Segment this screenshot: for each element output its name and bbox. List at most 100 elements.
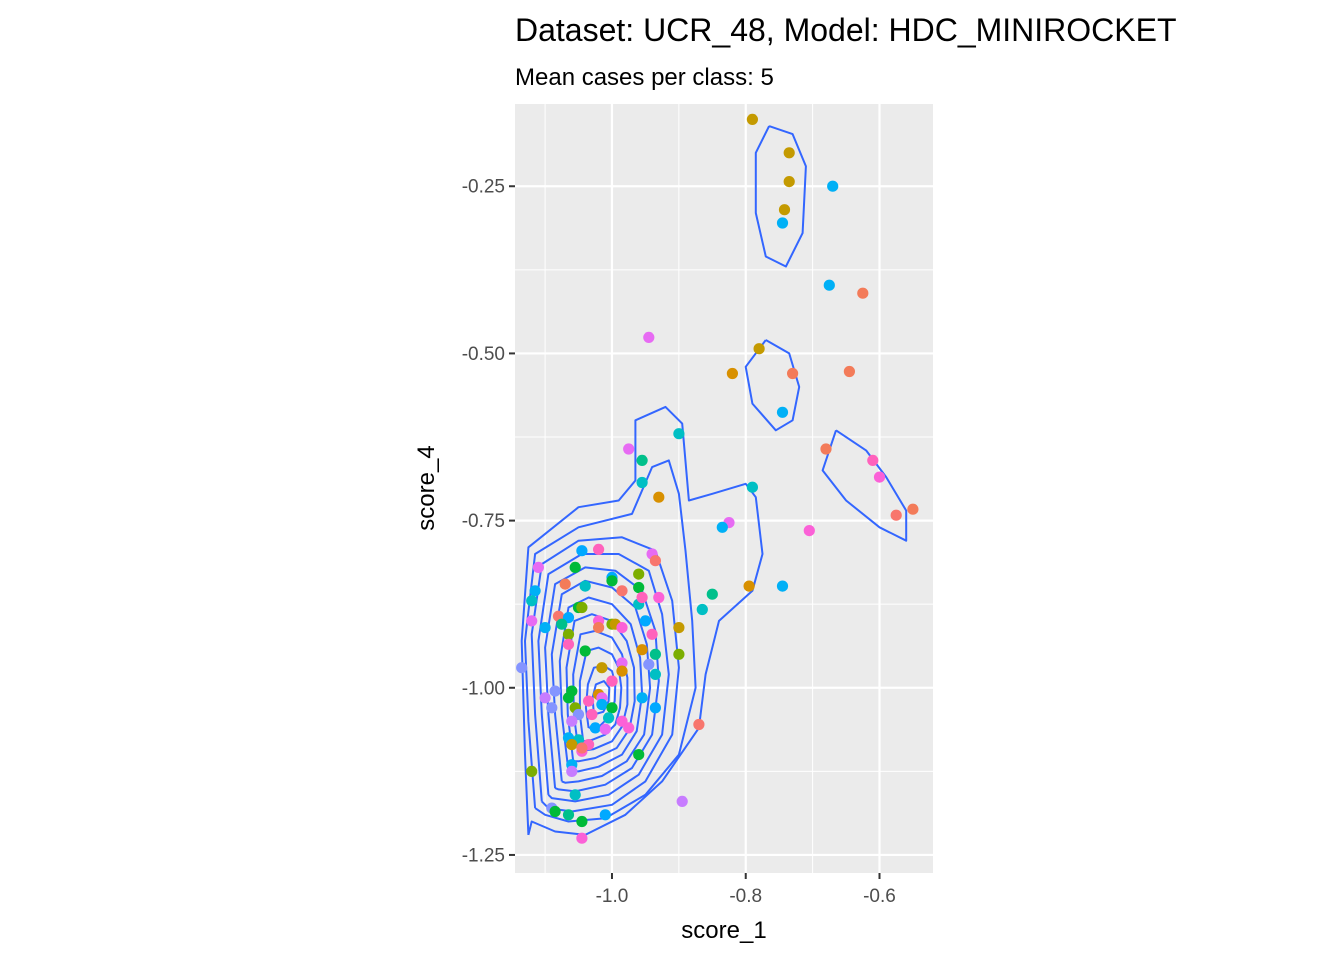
scatter-point: [569, 561, 581, 574]
scatter-point: [676, 795, 688, 808]
y-tick-label: -1.00: [462, 678, 505, 699]
scatter-point: [593, 543, 605, 556]
scatter-point: [636, 476, 648, 489]
x-tick-label: -0.6: [863, 886, 896, 907]
scatter-point: [549, 685, 561, 697]
scatter-point: [539, 622, 551, 634]
scatter-point: [562, 809, 575, 821]
scatter-point: [566, 715, 578, 727]
grid-major: [515, 104, 933, 873]
y-tick-label: -0.50: [462, 344, 505, 365]
scatter-point: [606, 575, 618, 587]
scatter-point: [673, 648, 685, 660]
scatter-point: [743, 580, 755, 592]
scatter-point: [673, 622, 685, 634]
x-tick-label: -1.0: [596, 886, 629, 907]
scatter-point: [633, 568, 645, 580]
x-tick-label: -0.8: [729, 886, 762, 907]
scatter-point: [599, 723, 611, 735]
scatter-point: [623, 443, 635, 455]
scatter-point: [823, 279, 835, 291]
scatter-point: [596, 698, 608, 711]
scatter-point: [562, 628, 575, 640]
scatter-point: [693, 718, 705, 731]
density-contour: [754, 125, 807, 268]
scatter-point: [643, 658, 655, 671]
scatter-point: [907, 503, 919, 515]
scatter-point: [546, 702, 558, 714]
scatter-point: [649, 668, 662, 681]
scatter-point: [606, 675, 618, 687]
scatter-point: [646, 628, 658, 640]
scatter-point: [776, 580, 789, 592]
scatter-point: [649, 648, 662, 660]
scatter-point: [820, 443, 832, 455]
density-contour: [537, 553, 670, 803]
density-contour: [520, 405, 764, 836]
scatter-point: [529, 585, 541, 597]
scatter-point: [633, 581, 645, 594]
scatter-point: [576, 601, 588, 614]
scatter-point: [616, 622, 628, 634]
scatter-point: [616, 585, 628, 597]
scatter-point: [616, 657, 628, 669]
scatter-point: [753, 343, 765, 355]
density-contour: [558, 596, 644, 773]
y-tick-label: -0.75: [462, 511, 505, 532]
scatter-point: [579, 580, 591, 592]
scatter-point: [873, 471, 886, 483]
scatter-point: [867, 454, 879, 466]
scatter-point: [649, 555, 662, 567]
scatter-point: [566, 739, 578, 751]
scatter-point: [526, 615, 538, 627]
scatter-points: [516, 113, 919, 844]
scatter-point: [776, 217, 789, 229]
scatter-point: [803, 525, 815, 537]
scatter-point: [583, 695, 595, 707]
scatter-point: [526, 595, 538, 607]
scatter-point: [696, 603, 708, 616]
y-axis-title: score_4: [413, 445, 440, 530]
scatter-point: [716, 521, 728, 533]
scatter-point: [636, 692, 648, 704]
scatter-point: [890, 509, 902, 521]
scatter-point: [532, 561, 545, 574]
x-axis-title: score_1: [681, 917, 766, 944]
chart-title: Dataset: UCR_48, Model: HDC_MINIROCKET: [515, 12, 1177, 48]
scatter-point: [556, 618, 568, 630]
y-axis: -0.25 -0.50 -0.75 -1.00 -1.25: [462, 177, 515, 866]
scatter-point: [616, 665, 628, 677]
y-tick-label: -1.25: [462, 845, 505, 866]
scatter-point: [562, 692, 575, 704]
scatter-point: [576, 815, 588, 828]
scatter-point: [576, 742, 588, 754]
scatter-point: [562, 638, 575, 650]
x-axis: -1.0 -0.8 -0.6: [596, 873, 896, 907]
scatter-point: [643, 331, 655, 343]
scatter-point: [857, 287, 869, 299]
scatter-point: [596, 662, 608, 674]
scatter-point: [787, 367, 799, 380]
scatter-point: [776, 406, 789, 418]
scatter-point: [599, 809, 611, 821]
scatter-point: [516, 662, 528, 674]
y-tick-label: -0.25: [462, 177, 505, 198]
scatter-point: [566, 765, 578, 778]
scatter-point: [778, 204, 791, 216]
scatter-point: [576, 832, 588, 844]
scatter-point: [706, 588, 718, 600]
scatter-point: [633, 749, 645, 761]
scatter-point: [649, 702, 662, 714]
density-contour: [550, 579, 652, 784]
scatter-point: [593, 622, 605, 634]
scatter-point: [576, 545, 588, 557]
scatter-point: [549, 805, 561, 818]
density-contour: [572, 629, 629, 753]
density-contour: [744, 339, 801, 432]
scatter-point: [639, 615, 652, 627]
scatter-point: [526, 765, 538, 778]
scatter-point: [726, 367, 739, 380]
scatter-point: [579, 645, 591, 657]
scatter-point: [653, 491, 665, 503]
